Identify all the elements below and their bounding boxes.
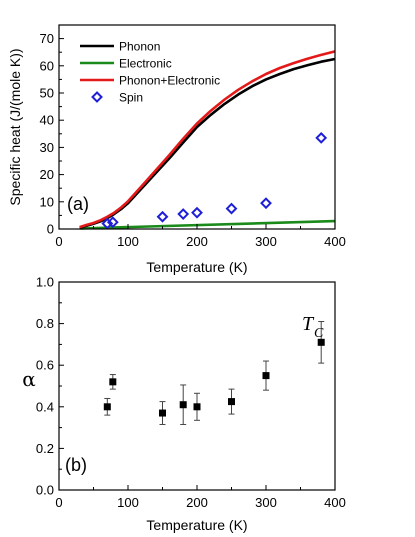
legend-entry-label: Phonon — [119, 40, 160, 54]
panel-b-xlabel: Temperature (K) — [146, 517, 247, 533]
panel-a-ytick-label: 60 — [40, 58, 54, 73]
alpha-point — [159, 409, 166, 417]
panel-a-xtick-label: 200 — [186, 234, 208, 249]
series-line-phonon-electronic — [79, 50, 336, 229]
panel-b-frame — [58, 281, 336, 491]
panel-a-label: (a) — [67, 194, 89, 214]
panel-a-xlabel: Temperature (K) — [146, 259, 247, 275]
alpha-point — [262, 372, 270, 380]
alpha-point — [193, 403, 201, 411]
panel-a-specific-heat: 0 100 200 300 400 0 10 20 30 40 50 60 70 Phonon Elect… — [7, 24, 346, 275]
panel-b-alpha: 0 100 200 300 400 0.0 0.2 0.4 0.6 0.8 1.0 (b) Temp… — [22, 275, 346, 534]
alpha-point — [228, 398, 235, 406]
panel-a-ytick-label: 70 — [40, 31, 54, 46]
spin-marker — [177, 208, 190, 220]
spin-marker — [260, 197, 272, 210]
panel-a-ytick-label: 40 — [40, 113, 54, 128]
panel-b-ytick-label: 1.0 — [36, 275, 54, 290]
alpha-point — [103, 403, 111, 411]
panel-b-ticks: 0 100 200 300 400 0.0 0.2 0.4 0.6 0.8 1.0 — [36, 275, 346, 511]
panel-b-label: (b) — [65, 455, 87, 475]
panel-a-xtick-label: 100 — [117, 234, 139, 249]
spin-marker — [191, 206, 203, 219]
panel-a-legend: Phonon Electronic Phonon+Electronic Spin — [80, 40, 220, 105]
panel-b-xtick-label: 100 — [117, 495, 139, 510]
legend-entry-label: Phonon+Electronic — [119, 74, 220, 88]
alpha-point — [109, 378, 117, 386]
spin-marker — [225, 202, 238, 215]
panel-a-plot-area — [79, 50, 336, 230]
spin-marker — [101, 217, 114, 230]
panel-b-ytick-label: 0.6 — [36, 358, 54, 373]
panel-b-plot-area — [103, 321, 325, 425]
tc-annotation-subscript: C — [314, 326, 324, 341]
panel-b-xtick-label: 400 — [324, 495, 346, 510]
spin-marker — [106, 216, 119, 229]
panel-b-ytick-label: 0.0 — [36, 483, 54, 498]
panel-b-xtick-label: 300 — [255, 495, 277, 510]
panel-a-ytick-label: 20 — [40, 167, 54, 182]
alpha-point — [317, 338, 325, 346]
panel-a-ytick-label: 10 — [40, 194, 54, 209]
legend-swatch — [91, 91, 103, 103]
alpha-point — [179, 401, 187, 409]
panel-b-ytick-label: 0.2 — [36, 441, 54, 456]
panel-a-ytick-label: 50 — [40, 86, 54, 101]
panel-b-xtick-label: 0 — [55, 495, 62, 510]
legend-entry-label: Electronic — [119, 57, 172, 71]
panel-a-ticks: 0 100 200 300 400 0 10 20 30 40 50 60 70 — [40, 31, 346, 249]
panel-b-ytick-label: 0.4 — [36, 399, 54, 414]
tc-annotation: T — [302, 313, 315, 335]
spin-marker — [315, 131, 328, 144]
panel-a-ytick-label: 0 — [47, 222, 54, 237]
panel-a-xtick-label: 0 — [55, 234, 62, 249]
panel-a-xtick-label: 300 — [255, 234, 277, 249]
panel-a-ytick-label: 30 — [40, 140, 54, 155]
legend-entry-label: Spin — [119, 91, 143, 105]
series-line-electronic — [79, 219, 336, 230]
spin-marker — [156, 210, 169, 223]
panel-a-xtick-label: 400 — [324, 234, 346, 249]
panel-b-xtick-label: 200 — [186, 495, 208, 510]
panel-b-ylabel: α — [22, 367, 36, 391]
panel-b-ytick-label: 0.8 — [36, 316, 54, 331]
panel-a-ylabel: Specific heat (J/(mole K)) — [7, 48, 23, 205]
